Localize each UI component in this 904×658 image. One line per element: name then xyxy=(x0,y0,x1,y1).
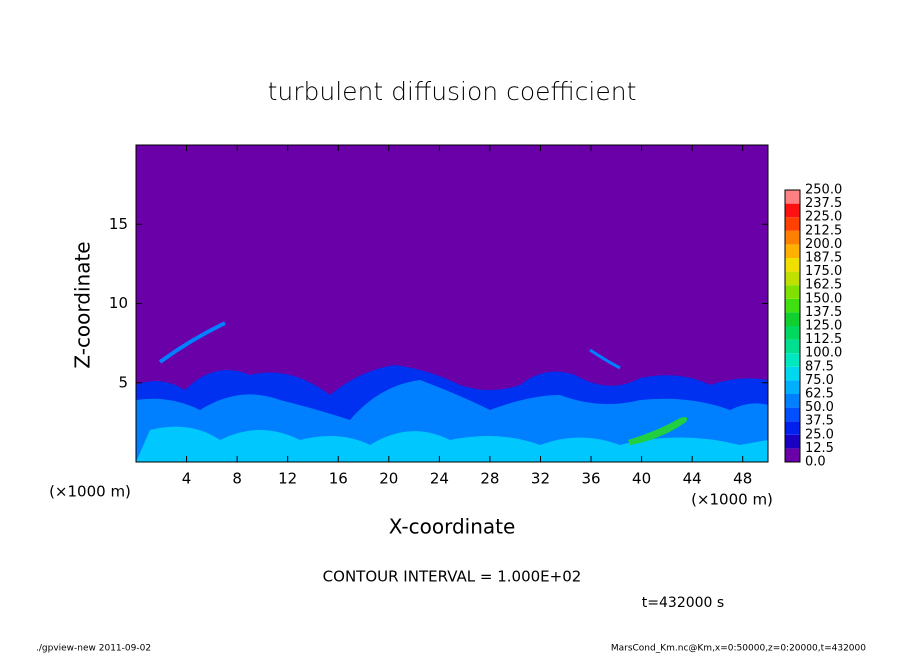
colorbar-label: 250.0 xyxy=(805,183,842,198)
colorbar-label: 225.0 xyxy=(805,210,842,225)
y-tick-label: 10 xyxy=(109,294,128,312)
colorbar-swatch xyxy=(785,366,800,381)
colorbar-swatch xyxy=(785,244,800,258)
colorbar-label: 137.5 xyxy=(805,305,842,320)
chart-title: turbulent diffusion coefficient xyxy=(268,77,637,106)
colorbar-swatch xyxy=(785,448,800,462)
colorbar-label: 237.5 xyxy=(805,196,842,211)
colorbar-swatch xyxy=(785,421,800,435)
colorbar-swatch xyxy=(785,298,800,313)
time-label: t=432000 s xyxy=(642,595,724,611)
colorbar-swatch xyxy=(785,434,800,449)
y-tick-label: 15 xyxy=(109,215,128,233)
x-tick-label: 8 xyxy=(232,470,242,488)
colorbar-swatch xyxy=(785,312,800,326)
colorbar-swatch xyxy=(785,190,800,204)
colorbar-label: 150.0 xyxy=(805,291,842,306)
x-tick-label: 44 xyxy=(683,470,702,488)
x-tick-label: 24 xyxy=(430,470,449,488)
colorbar-label: 125.0 xyxy=(805,319,842,334)
y-unit: (×1000 m) xyxy=(49,483,131,501)
x-tick-label: 20 xyxy=(379,470,398,488)
field xyxy=(136,145,768,462)
x-axis-label: X-coordinate xyxy=(389,515,516,539)
x-unit: (×1000 m) xyxy=(691,491,773,509)
x-tick-label: 12 xyxy=(278,470,297,488)
colorbar-label: 50.0 xyxy=(805,400,834,415)
contour-interval: CONTOUR INTERVAL = 1.000E+02 xyxy=(323,568,582,586)
colorbar-swatch xyxy=(785,353,800,367)
colorbar-swatch xyxy=(785,271,800,286)
colorbar-swatch xyxy=(785,285,800,299)
colorbar-swatch xyxy=(785,339,800,354)
field-filament xyxy=(158,321,226,364)
colorbar-label: 75.0 xyxy=(805,373,834,388)
colorbar-swatch xyxy=(785,380,800,394)
colorbar-label: 212.5 xyxy=(805,223,842,238)
colorbar-label: 187.5 xyxy=(805,251,842,266)
colorbar-label: 100.0 xyxy=(805,346,842,361)
x-tick-label: 16 xyxy=(329,470,348,488)
x-tick-label: 28 xyxy=(480,470,499,488)
colorbar-label: 162.5 xyxy=(805,278,842,293)
field-filament xyxy=(589,348,621,370)
colorbar-label: 175.0 xyxy=(805,264,842,279)
colorbar-label: 25.0 xyxy=(805,427,834,442)
colorbar-label: 112.5 xyxy=(805,332,842,347)
x-tick-label: 48 xyxy=(733,470,752,488)
y-axis-label: Z-coordinate xyxy=(71,241,95,368)
colorbar-swatch xyxy=(785,203,800,218)
colorbar-swatch xyxy=(785,394,800,408)
colorbar-label: 87.5 xyxy=(805,359,834,374)
x-tick-label: 36 xyxy=(581,470,600,488)
x-tick-label: 40 xyxy=(632,470,651,488)
field-region xyxy=(136,426,768,462)
colorbar-label: 12.5 xyxy=(805,441,834,456)
colorbar-swatch xyxy=(785,217,800,231)
colorbar-label: 62.5 xyxy=(805,387,834,402)
colorbar-swatch xyxy=(785,258,800,272)
colorbar-frame xyxy=(784,189,801,463)
y-tick-label: 5 xyxy=(118,373,128,391)
x-tick-label: 32 xyxy=(531,470,550,488)
colorbar-label: 37.5 xyxy=(805,414,834,429)
footer-left: ./gpview-new 2011-09-02 xyxy=(36,644,151,654)
colorbar-label: 200.0 xyxy=(805,237,842,252)
colorbar-swatch xyxy=(785,407,800,422)
footer-right: MarsCond_Km.nc@Km,x=0:50000,z=0:20000,t=… xyxy=(611,644,866,654)
field-region xyxy=(628,417,688,445)
x-tick-label: 4 xyxy=(182,470,192,488)
colorbar-swatch xyxy=(785,230,800,245)
colorbar-label: 0.0 xyxy=(805,455,826,470)
colorbar-swatch xyxy=(785,326,800,340)
